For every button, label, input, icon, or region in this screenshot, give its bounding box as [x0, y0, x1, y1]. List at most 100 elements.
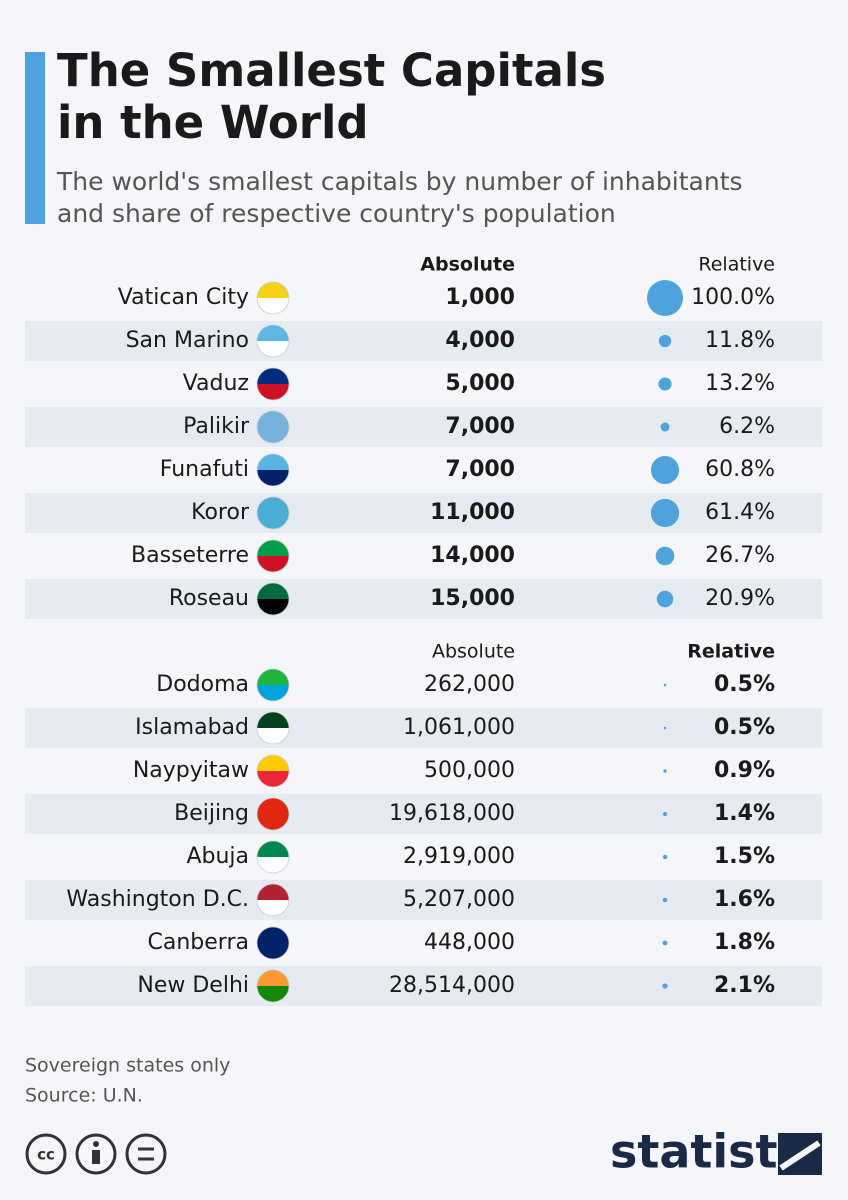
column-header: Relative [687, 641, 775, 663]
flag-border [256, 754, 290, 788]
flag [257, 325, 289, 341]
flag [257, 384, 289, 400]
flag [257, 728, 289, 744]
relative-label: 100.0% [691, 285, 775, 310]
capital-name: Basseterre [131, 543, 249, 568]
bubble [662, 897, 668, 903]
row-stripe [25, 880, 822, 920]
bubble [656, 590, 674, 608]
subtitle: and share of respective country's popula… [57, 199, 616, 228]
column-header: Absolute [420, 254, 515, 276]
source: Source: U.N. [25, 1085, 143, 1107]
absolute-value: 28,514,000 [389, 973, 515, 998]
flag-border [256, 797, 290, 831]
absolute-value: 7,000 [445, 457, 515, 482]
flag [257, 470, 289, 486]
flag-border [256, 281, 290, 315]
relative-label: 11.8% [705, 328, 775, 353]
flag [257, 583, 289, 599]
flag [257, 599, 289, 615]
relative-label: 1.5% [714, 844, 775, 869]
flag [257, 771, 289, 787]
relative-label: 60.8% [705, 457, 775, 482]
absolute-value: 262,000 [424, 672, 515, 697]
flag [257, 986, 289, 1002]
capital-name: Palikir [183, 414, 250, 439]
flag [257, 341, 289, 357]
capital-name: San Marino [126, 328, 249, 353]
flag-border [256, 969, 290, 1003]
relative-label: 26.7% [705, 543, 775, 568]
absolute-value: 19,618,000 [389, 801, 515, 826]
capital-name: Vaduz [183, 371, 249, 396]
flag [257, 368, 289, 384]
bubble [650, 498, 680, 528]
absolute-value: 14,000 [430, 543, 515, 568]
capital-name: Islamabad [135, 715, 249, 740]
flag-border [256, 840, 290, 874]
accent-bar [25, 52, 45, 224]
flag-border [256, 883, 290, 917]
absolute-value: 5,000 [445, 371, 515, 396]
flag-border [256, 410, 290, 444]
flag-border [256, 367, 290, 401]
bubble [662, 940, 668, 946]
flag [257, 282, 289, 298]
absolute-value: 4,000 [445, 328, 515, 353]
note: Sovereign states only [25, 1055, 230, 1077]
capital-name: Funafuti [160, 457, 249, 482]
flag [257, 556, 289, 572]
license-icons: cc [25, 1133, 167, 1175]
bubble [663, 726, 667, 730]
relative-label: 61.4% [705, 500, 775, 525]
flag [257, 427, 289, 443]
column-header: Absolute [432, 641, 515, 663]
absolute-value: 5,207,000 [403, 887, 515, 912]
flag [257, 540, 289, 556]
relative-label: 20.9% [705, 586, 775, 611]
subtitle: The world's smallest capitals by number … [56, 167, 743, 196]
relative-label: 6.2% [719, 414, 775, 439]
absolute-value: 1,061,000 [403, 715, 515, 740]
flag-border [256, 453, 290, 487]
flag [257, 798, 289, 814]
capital-name: Beijing [174, 801, 249, 826]
bubble [647, 280, 683, 316]
row-stripe [25, 966, 822, 1006]
flag-border [256, 539, 290, 573]
flag [257, 411, 289, 427]
flag [257, 814, 289, 830]
capital-name: Koror [191, 500, 250, 525]
row-stripe [25, 321, 822, 361]
title: in the World [57, 96, 369, 149]
capital-name: Vatican City [118, 285, 249, 310]
capital-name: Dodoma [156, 672, 249, 697]
bubble [662, 983, 668, 989]
svg-text:cc: cc [37, 1146, 55, 1164]
capital-name: Washington D.C. [66, 887, 249, 912]
absolute-value: 2,919,000 [403, 844, 515, 869]
flag [257, 857, 289, 873]
flag-border [256, 582, 290, 616]
bubble [650, 455, 680, 485]
bubble [662, 811, 668, 817]
row-stripe [25, 794, 822, 834]
flag [257, 943, 289, 959]
relative-label: 1.4% [714, 801, 775, 826]
row-stripe [25, 493, 822, 533]
capital-name: Naypyitaw [133, 758, 249, 783]
flag-border [256, 496, 290, 530]
bubble [663, 683, 667, 687]
relative-label: 0.5% [714, 715, 775, 740]
relative-label: 0.9% [714, 758, 775, 783]
title: The Smallest Capitals [57, 44, 606, 97]
flag [257, 298, 289, 314]
flag [257, 755, 289, 771]
flag [257, 669, 289, 685]
bubble [655, 546, 675, 566]
absolute-value: 500,000 [424, 758, 515, 783]
relative-label: 2.1% [714, 973, 775, 998]
absolute-value: 1,000 [445, 285, 515, 310]
flag [257, 841, 289, 857]
